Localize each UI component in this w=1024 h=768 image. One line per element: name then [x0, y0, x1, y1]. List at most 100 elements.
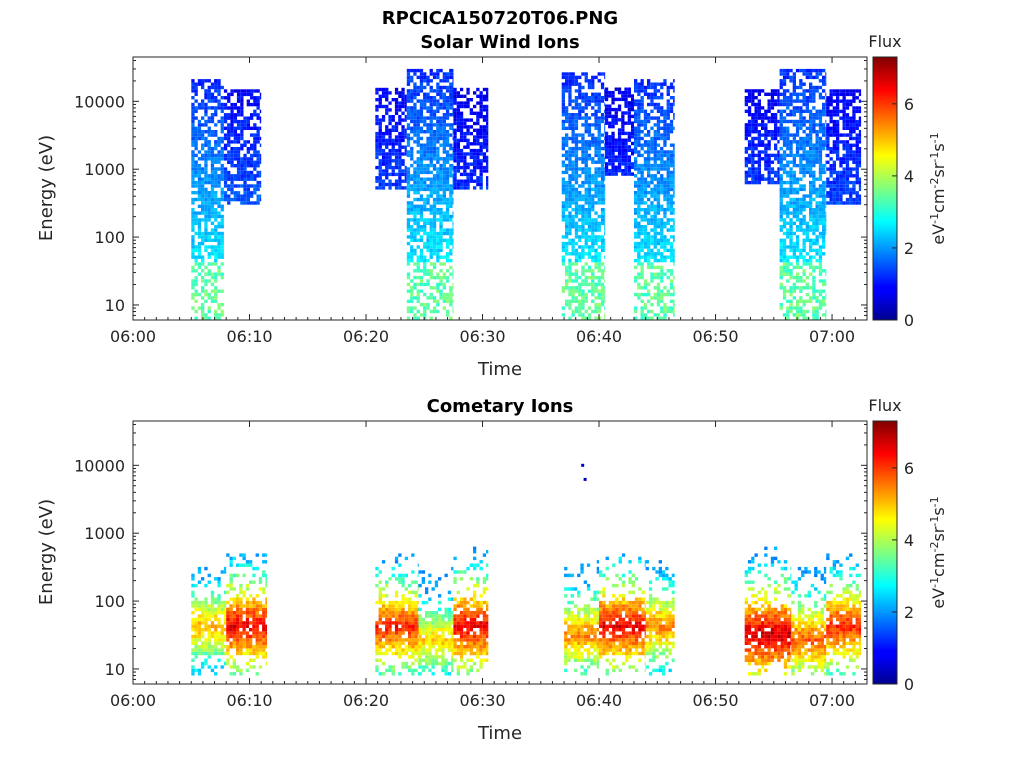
- solar-wind-flux-cell: [826, 102, 830, 107]
- solar-wind-flux-cell: [406, 299, 411, 303]
- solar-wind-flux-cell: [640, 106, 644, 110]
- solar-wind-flux-cell: [789, 255, 793, 259]
- solar-wind-flux-cell: [634, 180, 638, 185]
- solar-wind-flux-cell: [453, 155, 457, 160]
- solar-wind-flux-cell: [201, 136, 205, 141]
- solar-wind-flux-cell: [770, 96, 775, 100]
- solar-wind-flux-cell: [855, 197, 859, 202]
- solar-wind-flux-cell: [812, 143, 816, 147]
- solar-wind-flux-cell: [391, 169, 395, 173]
- solar-wind-flux-cell: [818, 194, 823, 198]
- solar-wind-flux-cell: [456, 179, 460, 183]
- solar-wind-flux-cell: [805, 102, 809, 107]
- solar-wind-flux-cell: [220, 214, 224, 219]
- solar-wind-flux-cell: [663, 303, 667, 307]
- solar-wind-flux-cell: [466, 128, 470, 132]
- cometary-flux-cell: [197, 570, 202, 574]
- cometary-flux-cell: [204, 607, 208, 612]
- cometary-flux-cell: [194, 607, 198, 612]
- solar-wind-flux-cell: [191, 252, 195, 256]
- solar-wind-flux-cell: [561, 92, 565, 96]
- solar-wind-flux-cell: [849, 153, 853, 158]
- solar-wind-flux-cell: [214, 258, 218, 263]
- solar-wind-flux-cell: [194, 143, 198, 147]
- solar-wind-flux-cell: [852, 174, 856, 178]
- solar-wind-flux-cell: [426, 241, 430, 246]
- solar-wind-flux-cell: [653, 241, 657, 246]
- solar-wind-flux-cell: [799, 225, 803, 229]
- solar-wind-flux-cell: [643, 89, 648, 93]
- solar-wind-flux-cell: [656, 299, 661, 303]
- solar-wind-flux-cell: [660, 296, 664, 300]
- solar-wind-flux-cell: [214, 140, 218, 144]
- solar-wind-flux-cell: [637, 282, 641, 287]
- solar-wind-flux-cell: [378, 142, 382, 146]
- solar-wind-flux-cell: [410, 99, 414, 103]
- solar-wind-flux-cell: [617, 155, 622, 159]
- solar-wind-flux-cell: [815, 221, 819, 225]
- solar-wind-flux-cell: [812, 316, 816, 320]
- solar-wind-flux-cell: [561, 218, 565, 222]
- solar-wind-flux-cell: [587, 275, 592, 280]
- solar-wind-flux-cell: [805, 143, 809, 147]
- solar-wind-flux-cell: [673, 313, 675, 317]
- solar-wind-flux-cell: [429, 146, 433, 151]
- solar-wind-flux-cell: [754, 116, 758, 120]
- solar-wind-flux-cell: [647, 238, 651, 242]
- solar-wind-flux-cell: [802, 187, 806, 192]
- solar-wind-flux-cell: [574, 177, 579, 181]
- solar-wind-flux-cell: [779, 197, 783, 202]
- solar-wind-flux-cell: [243, 160, 247, 164]
- solar-wind-flux-cell: [436, 167, 440, 171]
- solar-wind-flux-cell: [600, 187, 605, 192]
- solar-wind-flux-cell: [818, 68, 823, 73]
- solar-wind-flux-cell: [406, 116, 411, 120]
- solar-wind-flux-cell: [656, 238, 661, 242]
- solar-wind-flux-cell: [230, 102, 234, 107]
- solar-wind-flux-cell: [463, 121, 467, 126]
- solar-wind-flux-cell: [191, 113, 195, 117]
- solar-wind-flux-cell: [410, 157, 414, 161]
- solar-wind-flux-cell: [584, 211, 588, 215]
- solar-wind-flux-cell: [792, 72, 796, 76]
- solar-wind-flux-cell: [568, 231, 572, 236]
- solar-wind-flux-cell: [779, 153, 783, 158]
- solar-wind-flux-cell: [479, 135, 483, 139]
- solar-wind-flux-cell: [449, 228, 453, 232]
- solar-wind-flux-cell: [617, 152, 622, 156]
- solar-wind-flux-cell: [442, 187, 446, 192]
- cometary-flux-cell: [191, 617, 195, 622]
- solar-wind-flux-cell: [571, 123, 575, 127]
- solar-wind-flux-cell: [571, 238, 575, 242]
- solar-wind-flux-cell: [855, 119, 859, 124]
- solar-wind-flux-cell: [631, 135, 634, 139]
- solar-wind-flux-cell: [381, 94, 386, 98]
- solar-wind-flux-cell: [230, 150, 234, 154]
- solar-wind-flux-cell: [398, 172, 402, 177]
- solar-wind-flux-cell: [429, 143, 433, 147]
- solar-wind-flux-cell: [584, 140, 588, 144]
- solar-wind-flux-cell: [217, 85, 221, 90]
- solar-wind-flux-cell: [459, 115, 464, 119]
- solar-wind-flux-cell: [423, 241, 427, 246]
- solar-wind-flux-cell: [416, 289, 420, 293]
- solar-wind-flux-cell: [436, 72, 440, 76]
- solar-wind-flux-cell: [561, 184, 565, 188]
- solar-wind-flux-cell: [744, 89, 748, 93]
- solar-wind-flux-cell: [829, 164, 833, 168]
- solar-wind-flux-cell: [416, 92, 420, 96]
- solar-wind-flux-cell: [388, 152, 392, 156]
- solar-wind-flux-cell: [250, 126, 254, 130]
- solar-wind-flux-cell: [653, 313, 657, 317]
- solar-wind-flux-cell: [469, 111, 473, 115]
- solar-wind-flux-cell: [782, 153, 787, 158]
- solar-wind-flux-cell: [227, 143, 231, 147]
- solar-wind-flux-cell: [795, 140, 800, 144]
- solar-wind-flux-cell: [855, 177, 859, 181]
- solar-wind-flux-cell: [486, 94, 489, 98]
- solar-wind-flux-cell: [673, 180, 675, 185]
- solar-wind-flux-cell: [812, 292, 816, 297]
- solar-wind-flux-cell: [832, 147, 836, 151]
- solar-wind-flux-cell: [604, 165, 609, 169]
- solar-wind-flux-cell: [578, 208, 582, 212]
